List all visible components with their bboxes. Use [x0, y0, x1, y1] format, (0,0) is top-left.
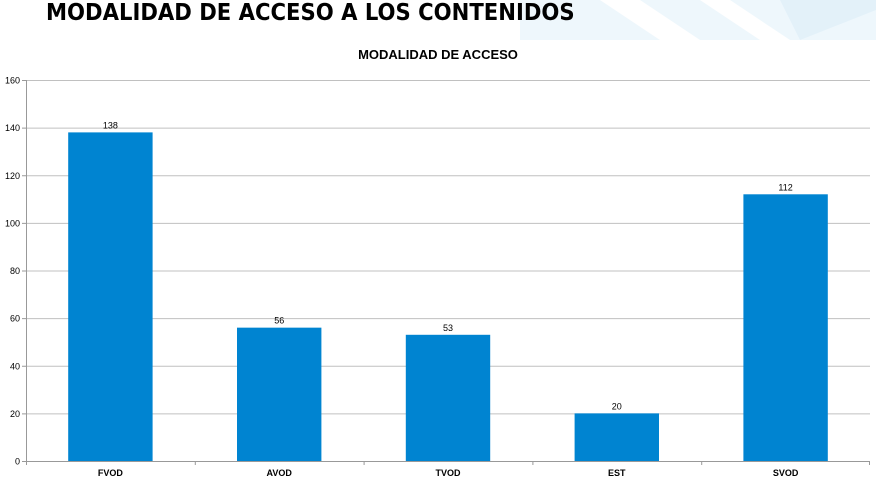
y-axis-ticks: 0 20 40 60 80 100 120 140 160 — [5, 76, 26, 467]
bar-fvod — [68, 132, 153, 461]
x-tick-label: FVOD — [98, 468, 124, 478]
data-label: 138 — [103, 120, 118, 130]
y-tick-label: 60 — [10, 314, 20, 324]
bar-est — [574, 413, 659, 461]
y-tick-label: 100 — [5, 218, 20, 228]
bar-tvod — [405, 334, 491, 461]
x-axis-categories: FVOD AVOD TVOD EST SVOD — [98, 468, 799, 478]
x-tick-label: SVOD — [773, 468, 799, 478]
data-label: 112 — [778, 182, 792, 192]
axes — [26, 80, 870, 465]
bars — [68, 132, 828, 462]
y-tick-label: 20 — [10, 409, 20, 419]
chart-title: MODALIDAD DE ACCESO — [358, 47, 518, 62]
y-tick-label: 40 — [10, 361, 20, 371]
data-label: 53 — [443, 323, 453, 333]
y-tick-label: 120 — [5, 171, 20, 181]
x-tick-label: TVOD — [435, 468, 461, 478]
page-title: MODALIDAD DE ACCESO A LOS CONTENIDOS — [46, 0, 575, 26]
bar-avod — [237, 327, 322, 461]
x-tick-label: EST — [608, 468, 626, 478]
header-decoration — [520, 0, 876, 40]
y-tick-label: 160 — [5, 76, 20, 86]
x-tick-label: AVOD — [267, 468, 293, 478]
bar-svod — [743, 194, 828, 462]
data-label: 20 — [612, 401, 622, 411]
y-tick-label: 0 — [15, 457, 20, 467]
y-tick-label: 140 — [5, 123, 20, 133]
data-label: 56 — [274, 316, 284, 326]
y-tick-label: 80 — [10, 266, 20, 276]
data-labels: 138 56 53 20 112 — [103, 120, 793, 411]
